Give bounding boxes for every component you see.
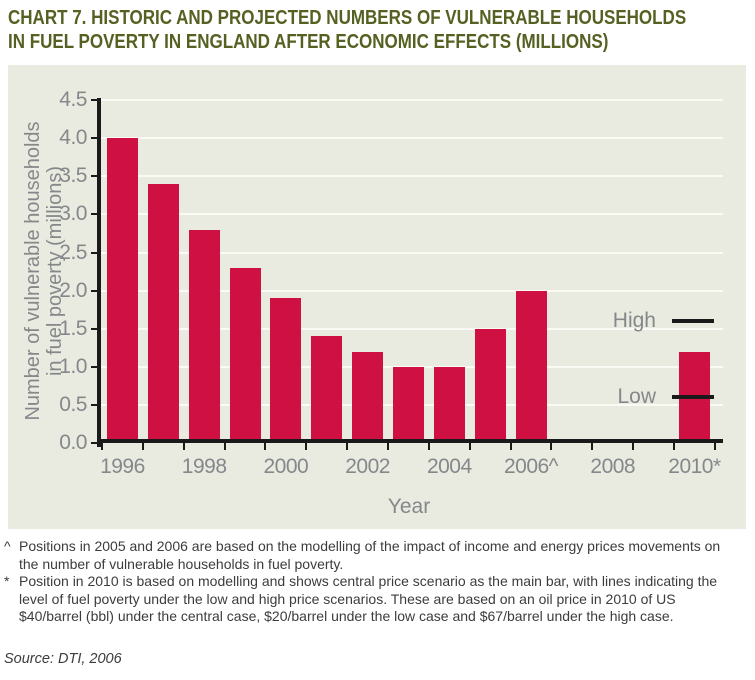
x-axis-tick: [673, 443, 676, 450]
x-tick-label: 1998: [181, 455, 227, 478]
footnote-caret-marker: ^: [4, 538, 11, 554]
bar-2003: [392, 366, 424, 443]
bar-2005: [474, 328, 506, 443]
y-tick-label: 1.0: [59, 354, 87, 378]
y-tick-label: 0.5: [59, 392, 87, 416]
x-tick-label: 2004: [426, 455, 472, 478]
gridline: [101, 213, 723, 216]
x-tick-label: 1996: [100, 455, 145, 478]
gridline: [101, 99, 723, 102]
y-tick-label: 2.5: [59, 240, 87, 264]
y-tick-label: 2.0: [59, 278, 87, 302]
chart-title-line1: CHART 7. HISTORIC AND PROJECTED NUMBERS …: [8, 7, 687, 29]
scenario-line-low: [672, 395, 715, 400]
bar-2004: [433, 366, 465, 443]
footnote-caret-text: Positions in 2005 and 2006 are based on …: [19, 538, 721, 572]
y-axis-tick: [91, 289, 97, 292]
y-axis-tick: [91, 327, 97, 330]
footnotes: ^ Positions in 2005 and 2006 are based o…: [4, 538, 724, 626]
bar-2001: [311, 336, 343, 443]
bar-2002: [352, 351, 384, 443]
x-axis-title: Year: [387, 495, 431, 518]
x-axis-tick: [387, 443, 390, 450]
x-axis-tick: [713, 443, 716, 450]
x-tick-label: 2006^: [503, 455, 559, 478]
chart-panel: Number of vulnerable households in fuel …: [8, 65, 746, 529]
x-axis-tick: [632, 443, 635, 450]
bar-2000: [270, 298, 302, 443]
x-axis-tick: [468, 443, 471, 450]
x-axis-tick: [101, 443, 103, 450]
x-axis-tick: [427, 443, 430, 450]
x-tick-label: 2008: [590, 455, 636, 478]
y-axis-tick: [91, 175, 97, 178]
scenario-line-high: [672, 319, 715, 324]
x-axis-tick: [182, 443, 185, 450]
bar-1997: [147, 183, 179, 443]
x-tick-label: 2000: [263, 455, 309, 478]
bar-1999: [229, 267, 261, 443]
source-note: Source: DTI, 2006: [4, 651, 122, 667]
gridline: [101, 251, 723, 254]
gridline: [101, 137, 723, 140]
y-axis-tick: [91, 137, 97, 140]
x-axis-tick: [509, 443, 512, 450]
bar-2006: [515, 290, 547, 443]
scenario-label-low: Low: [617, 385, 656, 409]
footnote-caret: ^ Positions in 2005 and 2006 are based o…: [4, 538, 724, 573]
x-axis-tick: [591, 443, 594, 450]
y-axis-tick: [91, 99, 97, 102]
gridline: [101, 289, 723, 292]
y-tick-label: 0.0: [59, 431, 87, 454]
y-axis-tick: [91, 403, 97, 406]
scenario-label-high: High: [612, 309, 656, 333]
footnote-asterisk: * Position in 2010 is based on modelling…: [4, 573, 724, 626]
bar-1996: [106, 138, 138, 443]
x-tick-label: 2010*: [668, 455, 721, 478]
chart-title: CHART 7. HISTORIC AND PROJECTED NUMBERS …: [8, 6, 686, 54]
y-tick-label: 3.5: [59, 164, 87, 188]
y-axis-tick: [91, 251, 97, 254]
x-axis-tick: [305, 443, 308, 450]
x-axis-line: [97, 439, 723, 443]
x-axis-tick: [346, 443, 349, 450]
footnote-asterisk-marker: *: [4, 573, 10, 589]
y-axis-tick: [91, 213, 97, 216]
x-axis-tick: [141, 443, 144, 450]
footnote-asterisk-text: Position in 2010 is based on modelling a…: [19, 573, 718, 624]
x-tick-label: 2002: [345, 455, 390, 478]
bar-1998: [188, 229, 220, 443]
y-tick-label: 4.5: [59, 88, 87, 112]
y-tick-label: 4.0: [59, 126, 87, 150]
y-tick-label: 3.0: [59, 202, 87, 226]
y-axis-line: [97, 98, 101, 447]
x-axis-tick: [264, 443, 267, 450]
y-tick-label: 1.5: [59, 316, 87, 340]
gridline: [101, 327, 723, 330]
chart-title-line2: IN FUEL POVERTY IN ENGLAND AFTER ECONOMI…: [8, 31, 609, 53]
x-axis-tick: [550, 443, 553, 450]
x-axis-tick: [223, 443, 226, 450]
gridline: [101, 175, 723, 178]
y-axis-tick: [91, 365, 97, 368]
y-axis-tick: [91, 442, 97, 444]
